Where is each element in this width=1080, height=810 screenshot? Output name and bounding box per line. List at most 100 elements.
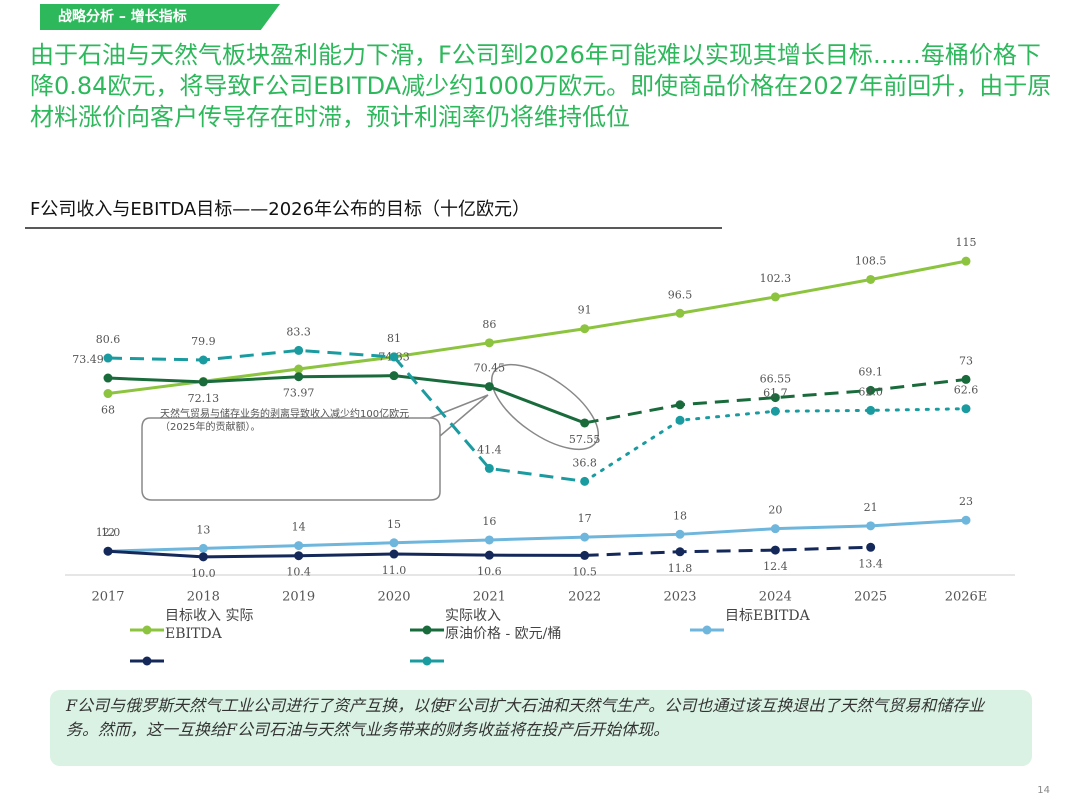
headline: 由于石油与天然气板块盈利能力下滑，F公司到2026年可能难以实现其增长目标……每… <box>30 41 1052 131</box>
data-point <box>389 371 399 381</box>
legend-label: 目标收入 实际 <box>165 608 253 624</box>
data-label: 102.3 <box>760 272 792 285</box>
legend-marker <box>422 625 432 635</box>
data-point <box>484 463 494 473</box>
legend-marker <box>702 625 712 635</box>
data-point <box>484 550 494 560</box>
data-point <box>770 292 780 302</box>
data-point <box>484 382 494 392</box>
series-line <box>583 407 968 483</box>
data-label: 80.6 <box>96 333 121 346</box>
x-tick-label: 2018 <box>187 590 220 605</box>
data-point <box>580 550 590 560</box>
footer-note: F公司与俄罗斯天然气工业公司进行了资产互换，以使F公司扩大石油和天然气生产。公司… <box>50 690 1032 766</box>
data-label: 68 <box>101 404 115 417</box>
data-label: 108.5 <box>855 254 887 267</box>
data-point <box>866 385 876 395</box>
data-point <box>770 524 780 534</box>
data-point <box>103 373 113 383</box>
data-point <box>389 549 399 559</box>
data-point <box>866 521 876 531</box>
data-point <box>389 538 399 548</box>
data-label: 16 <box>482 515 496 528</box>
data-point <box>103 389 113 399</box>
data-point <box>484 535 494 545</box>
data-point <box>961 374 971 384</box>
data-point <box>294 364 304 374</box>
data-label: 13.4 <box>858 557 883 570</box>
data-label: 13 <box>196 523 210 536</box>
x-tick-label: 2021 <box>473 590 506 605</box>
data-label: 20 <box>768 504 782 517</box>
data-label: 18 <box>673 509 687 522</box>
data-label: 15 <box>387 518 401 531</box>
x-tick-label: 2019 <box>282 590 315 605</box>
data-label: 79.9 <box>191 335 216 348</box>
data-point <box>675 547 685 557</box>
data-label: 115 <box>956 236 977 249</box>
callout-box: 天然气贸易与储存业务的剥离导致收入减少约100亿欧元（2025年的贡献额）。 <box>160 409 410 433</box>
data-point <box>770 545 780 555</box>
data-label: 73 <box>959 354 973 367</box>
x-tick-label: 2020 <box>377 590 410 605</box>
data-point <box>866 542 876 552</box>
section-tag: 战略分析 – 增长指标 <box>40 4 280 30</box>
data-label: 72.13 <box>188 392 220 405</box>
data-label: 21 <box>864 501 878 514</box>
data-label: 86 <box>482 318 496 331</box>
legend-marker <box>422 656 432 666</box>
data-label: 14 <box>292 521 306 534</box>
data-label: 10.6 <box>477 565 502 578</box>
data-point <box>294 345 304 355</box>
data-label: 96.5 <box>668 288 693 301</box>
data-label: 83.3 <box>286 325 311 338</box>
series-line <box>107 259 967 396</box>
x-tick-label: 2023 <box>663 590 696 605</box>
data-label: 12 <box>101 526 115 539</box>
data-label: 70.45 <box>474 362 506 375</box>
chart: F公司收入与EBITDA目标——2026年公布的目标（十亿欧元） 天然气贸易与储… <box>25 199 1015 666</box>
data-label: 12.4 <box>763 560 788 573</box>
legend-label: EBITDA <box>165 626 223 642</box>
x-tick-label: 2025 <box>854 590 887 605</box>
data-label: 73.97 <box>283 387 315 400</box>
data-point <box>675 529 685 539</box>
data-label: 73.49 <box>72 353 104 366</box>
data-point <box>294 372 304 382</box>
data-label: 57.55 <box>569 433 601 446</box>
legend-marker <box>142 625 152 635</box>
data-point <box>484 338 494 348</box>
data-point <box>580 476 590 486</box>
data-label: 11.8 <box>668 562 693 575</box>
data-point <box>770 406 780 416</box>
series-line <box>584 545 871 557</box>
data-label: 61.7 <box>763 386 788 399</box>
data-point <box>294 541 304 551</box>
series-line <box>107 549 585 559</box>
data-label: 23 <box>959 495 973 508</box>
data-label: 81 <box>387 332 401 345</box>
legend-label: 实际收入 <box>445 608 501 624</box>
data-point <box>198 552 208 562</box>
data-point <box>294 551 304 561</box>
callout <box>141 394 489 501</box>
data-point <box>961 404 971 414</box>
data-point <box>961 515 971 525</box>
x-tick-label: 2022 <box>568 590 601 605</box>
data-label: 69.1 <box>858 365 883 378</box>
data-point <box>198 377 208 387</box>
x-tick-label: 2024 <box>759 590 792 605</box>
legend-marker <box>142 656 152 666</box>
data-label: 62.6 <box>954 384 979 397</box>
data-point <box>866 405 876 415</box>
series-line <box>107 348 585 483</box>
callout-text: 天然气贸易与储存业务的剥离导致收入减少约100亿欧元（2025年的贡献额）。 <box>160 409 410 433</box>
data-label: 41.4 <box>477 443 502 456</box>
data-point <box>103 546 113 556</box>
data-point <box>198 355 208 365</box>
data-point <box>675 308 685 318</box>
data-label: 12.0 <box>96 526 121 539</box>
chart-title: F公司收入与EBITDA目标——2026年公布的目标（十亿欧元） <box>30 199 530 220</box>
data-point <box>675 400 685 410</box>
